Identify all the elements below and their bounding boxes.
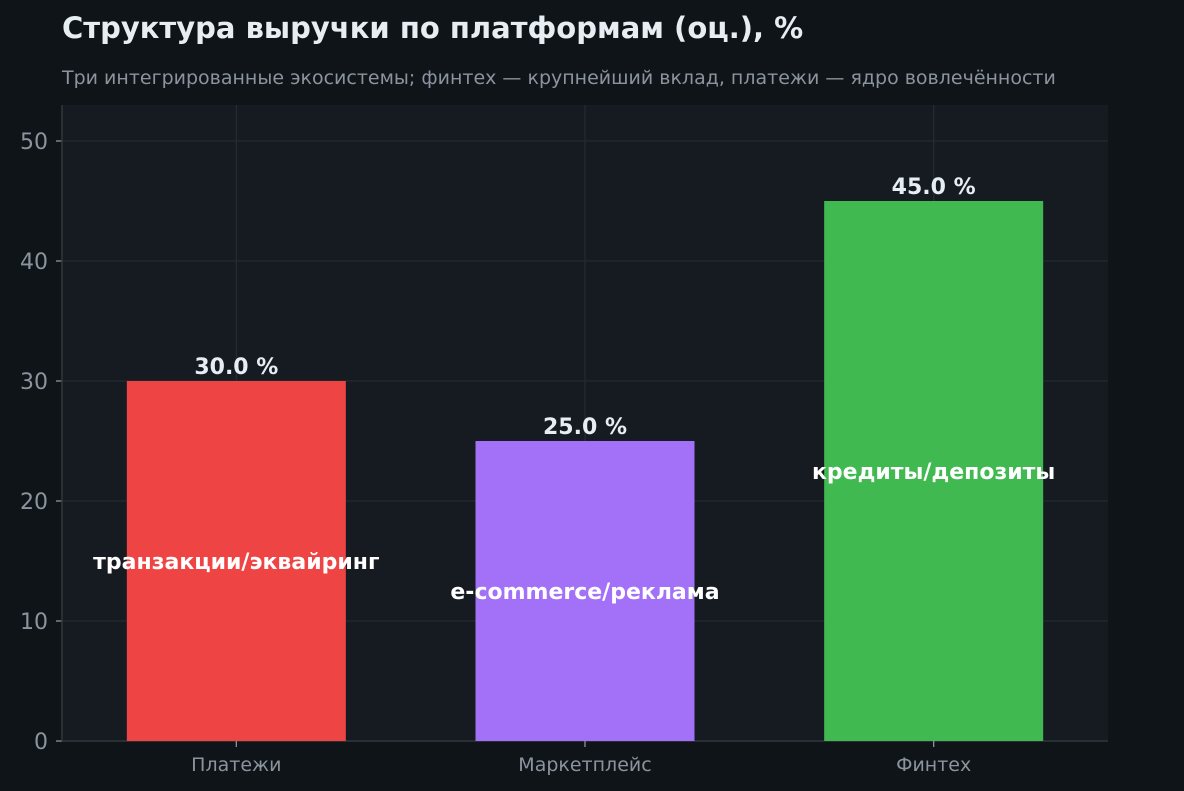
y-tick-label: 0 [34,730,48,755]
x-tick-label: Маркетплейс [518,754,651,776]
bar-inner-label: транзакции/эквайринг [93,550,379,575]
bar-3 [824,201,1044,741]
bar-inner-label: e-commerce/реклама [450,580,719,605]
data-label: 30.0 % [194,355,278,380]
bar-labels: 30.0 % транзакции/эквайринг 25.0 % e-commer… [93,175,1055,605]
y-tick-label: 40 [20,250,48,275]
bar-2 [475,441,695,741]
data-label: 45.0 % [892,175,976,200]
bar-1 [126,381,346,741]
x-tick-label: Финтех [896,754,971,776]
bars [126,201,1044,741]
y-tick-label: 50 [20,130,48,155]
x-tick-label: Платежи [191,754,281,776]
data-label: 25.0 % [543,415,627,440]
y-tick-label: 20 [20,490,48,515]
chart-title: Структура выручки по платформам (оц.), % [62,11,803,45]
chart-subtitle: Три интегрированные экосистемы; финтех —… [61,67,1056,89]
bar-inner-label: кредиты/депозиты [812,460,1055,485]
y-tick-label: 10 [20,610,48,635]
y-tick-label: 30 [20,370,48,395]
